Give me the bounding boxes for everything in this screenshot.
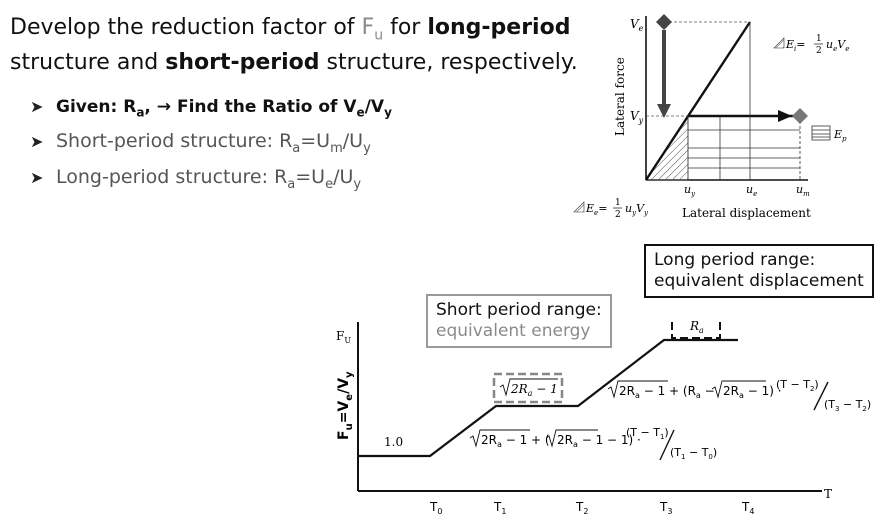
sqrt-plateau-value: 2Ra − 1 <box>499 378 558 398</box>
svg-text:ueVe: ueVe <box>826 38 849 53</box>
arrow-bullet-icon: ➤ <box>30 132 44 152</box>
title-line-1: Develop the reduction factor of Fu for l… <box>10 14 578 49</box>
tick-t3: T3 <box>659 500 672 516</box>
svg-text:(T − T2): (T − T2) <box>776 378 819 393</box>
title-line-2: structure and short-period structure, re… <box>10 49 578 76</box>
tick-t4: T4 <box>741 500 754 516</box>
svg-text:(T − T1): (T − T1) <box>626 426 669 441</box>
tick-t2: T2 <box>575 500 588 516</box>
vy-label: Vy <box>630 109 644 125</box>
pushover-y-label: Lateral force <box>613 57 627 136</box>
bullet-long-period: ➤ Long-period structure: Ra=Ue/Uy <box>30 163 392 199</box>
title-text: structure, respectively. <box>319 50 578 76</box>
page-title: Develop the reduction factor of Fu for l… <box>10 14 578 76</box>
svg-text:2Ra − 1 + (: 2Ra − 1 + ( <box>481 433 550 449</box>
ve-label: Ve <box>630 17 644 33</box>
callout-title: Short period range: <box>436 300 602 320</box>
reduction-spectrum: FU Fu=Ve/Vy T 1.0 T0 T1 T2 T3 T4 Ra 2Ra … <box>336 318 871 516</box>
ee-legend: Ee= 1 2 uyVy <box>573 198 649 220</box>
formula-t1-t2: 2Ra − 1 + ( 2Ra − 1 − 1) · (T − T1) (T1 … <box>469 426 717 461</box>
svg-text:2: 2 <box>816 46 822 56</box>
pushover-diagram: Ve Vy Lateral force uy ue um Lateral dis… <box>573 14 849 220</box>
ra-label: Ra <box>689 319 704 335</box>
svg-text:(T3 − T2): (T3 − T2) <box>824 398 871 413</box>
arrow-bullet-icon: ➤ <box>30 168 44 188</box>
svg-text:Ep: Ep <box>833 128 847 143</box>
bullet-list: ➤ Given: Ra, → Find the Ratio of Ve/Vy ➤… <box>30 92 392 199</box>
callout-subtitle: equivalent energy <box>436 321 591 341</box>
svg-text:2Ra − 1: 2Ra − 1 <box>510 382 558 398</box>
title-text: structure and <box>10 50 166 76</box>
uy-label: uy <box>684 183 696 198</box>
down-arrow-icon <box>657 104 671 118</box>
fu-symbol: Fu <box>361 15 384 44</box>
svg-text:Ei=: Ei= <box>785 38 806 53</box>
plastic-energy-lines <box>688 129 800 169</box>
formula-t2-t3: 2Ra − 1 + (Ra − 2Ra − 1) · (T − T2) (T3 … <box>607 378 871 413</box>
elastic-line <box>644 21 752 181</box>
arrow-bullet-icon: ➤ <box>30 97 44 116</box>
bullet-short-period: ➤ Short-period structure: Ra=Um/Uy <box>30 127 392 163</box>
reduction-factor-curve <box>358 338 738 458</box>
fu-top-label: FU <box>336 329 351 345</box>
svg-text:2Ra − 1 − 1) ·: 2Ra − 1 − 1) · <box>557 433 641 449</box>
ra-dashed-box <box>671 318 721 339</box>
tick-t0: T0 <box>429 500 442 516</box>
pushover-x-label: Lateral displacement <box>682 206 811 220</box>
svg-text:Ee=: Ee= <box>585 202 607 217</box>
ve-diamond-icon <box>656 14 672 30</box>
ep-legend: Ep <box>811 125 847 143</box>
title-emphasis-long: long-period <box>427 15 571 40</box>
svg-text:1: 1 <box>816 34 822 44</box>
svg-text:(T1 − T0): (T1 − T0) <box>670 446 717 461</box>
short-period-callout: Short period range: equivalent energy <box>426 294 612 348</box>
tick-t1: T1 <box>493 500 506 516</box>
fu-axis-label: Fu=Ve/Vy <box>336 371 355 440</box>
svg-text:2: 2 <box>615 210 621 220</box>
title-text: Develop the reduction factor of <box>10 15 362 40</box>
bullet-given: ➤ Given: Ra, → Find the Ratio of Ve/Vy <box>30 92 392 127</box>
title-text: for <box>383 15 428 40</box>
svg-text:1: 1 <box>615 198 621 208</box>
svg-text:uyVy: uyVy <box>625 202 649 217</box>
ue-label: ue <box>746 183 757 198</box>
right-arrow-icon <box>778 110 792 122</box>
callout-subtitle: equivalent displacement <box>654 271 864 291</box>
svg-text:2Ra − 1 + (Ra −: 2Ra − 1 + (Ra − <box>619 384 715 400</box>
value-one-label: 1.0 <box>384 435 403 449</box>
period-ticks: T0 T1 T2 T3 T4 <box>429 500 754 516</box>
t-axis-label: T <box>824 487 832 501</box>
long-period-callout: Long period range: equivalent displaceme… <box>644 244 874 298</box>
um-label: um <box>796 183 810 198</box>
ei-legend: Ei= 1 2 ueVe <box>773 34 849 56</box>
title-emphasis-short: short-period <box>165 50 320 76</box>
callout-title: Long period range: <box>654 250 816 270</box>
um-diamond-icon <box>792 108 808 124</box>
svg-text:2Ra − 1) ·: 2Ra − 1) · <box>723 384 782 400</box>
